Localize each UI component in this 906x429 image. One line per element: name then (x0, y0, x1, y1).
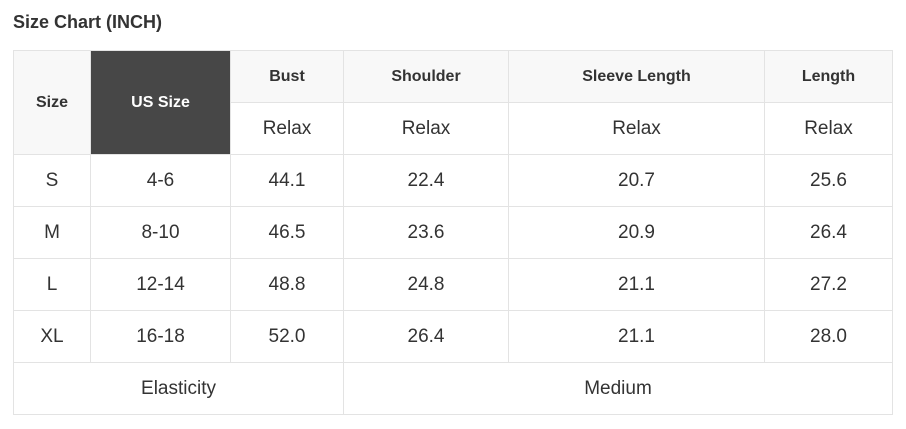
table-cell: 16-18 (90, 310, 231, 363)
table-row: S 4-6 44.1 22.4 20.7 25.6 (13, 154, 893, 207)
table-cell: 27.2 (764, 258, 893, 311)
table-cell: 25.6 (764, 154, 893, 207)
table-cell: XL (13, 310, 91, 363)
table-cell: 28.0 (764, 310, 893, 363)
table-cell: 12-14 (90, 258, 231, 311)
page-title: Size Chart (INCH) (13, 12, 163, 32)
table-cell: M (13, 206, 91, 259)
subheader-cell: Relax (764, 102, 893, 155)
elasticity-value: Medium (343, 362, 893, 415)
subheader-cell: Relax (343, 102, 509, 155)
table-cell: 48.8 (230, 258, 344, 311)
table-cell: S (13, 154, 91, 207)
header-us-size: US Size (90, 50, 231, 155)
table-cell: 26.4 (343, 310, 509, 363)
header-sleeve-length: Sleeve Length (508, 50, 765, 103)
table-cell: 24.8 (343, 258, 509, 311)
header-bust: Bust (230, 50, 344, 103)
footer-row: Elasticity Medium (13, 362, 893, 415)
size-chart-table: Size US Size Bust Shoulder Sleeve Length… (13, 50, 893, 415)
table-cell: 46.5 (230, 206, 344, 259)
table-row: L 12-14 48.8 24.8 21.1 27.2 (13, 258, 893, 311)
subheader-cell: Relax (230, 102, 344, 155)
table-cell: 20.7 (508, 154, 765, 207)
table-cell: 4-6 (90, 154, 231, 207)
table-row: M 8-10 46.5 23.6 20.9 26.4 (13, 206, 893, 259)
table-cell: 20.9 (508, 206, 765, 259)
subheader-row: Relax Relax Relax Relax (14, 102, 893, 155)
table-cell: 26.4 (764, 206, 893, 259)
table-row: XL 16-18 52.0 26.4 21.1 28.0 (13, 310, 893, 363)
table-cell: 21.1 (508, 310, 765, 363)
header-length: Length (764, 50, 893, 103)
table-cell: 23.6 (343, 206, 509, 259)
table-cell: 52.0 (230, 310, 344, 363)
table-cell: 8-10 (90, 206, 231, 259)
elasticity-label: Elasticity (13, 362, 344, 415)
table-cell: 44.1 (230, 154, 344, 207)
header-size: Size (13, 50, 91, 155)
header-shoulder: Shoulder (343, 50, 509, 103)
table-cell: 22.4 (343, 154, 509, 207)
header-row: Size US Size Bust Shoulder Sleeve Length… (13, 50, 893, 155)
table-cell: L (13, 258, 91, 311)
subheader-cell: Relax (508, 102, 765, 155)
table-cell: 21.1 (508, 258, 765, 311)
